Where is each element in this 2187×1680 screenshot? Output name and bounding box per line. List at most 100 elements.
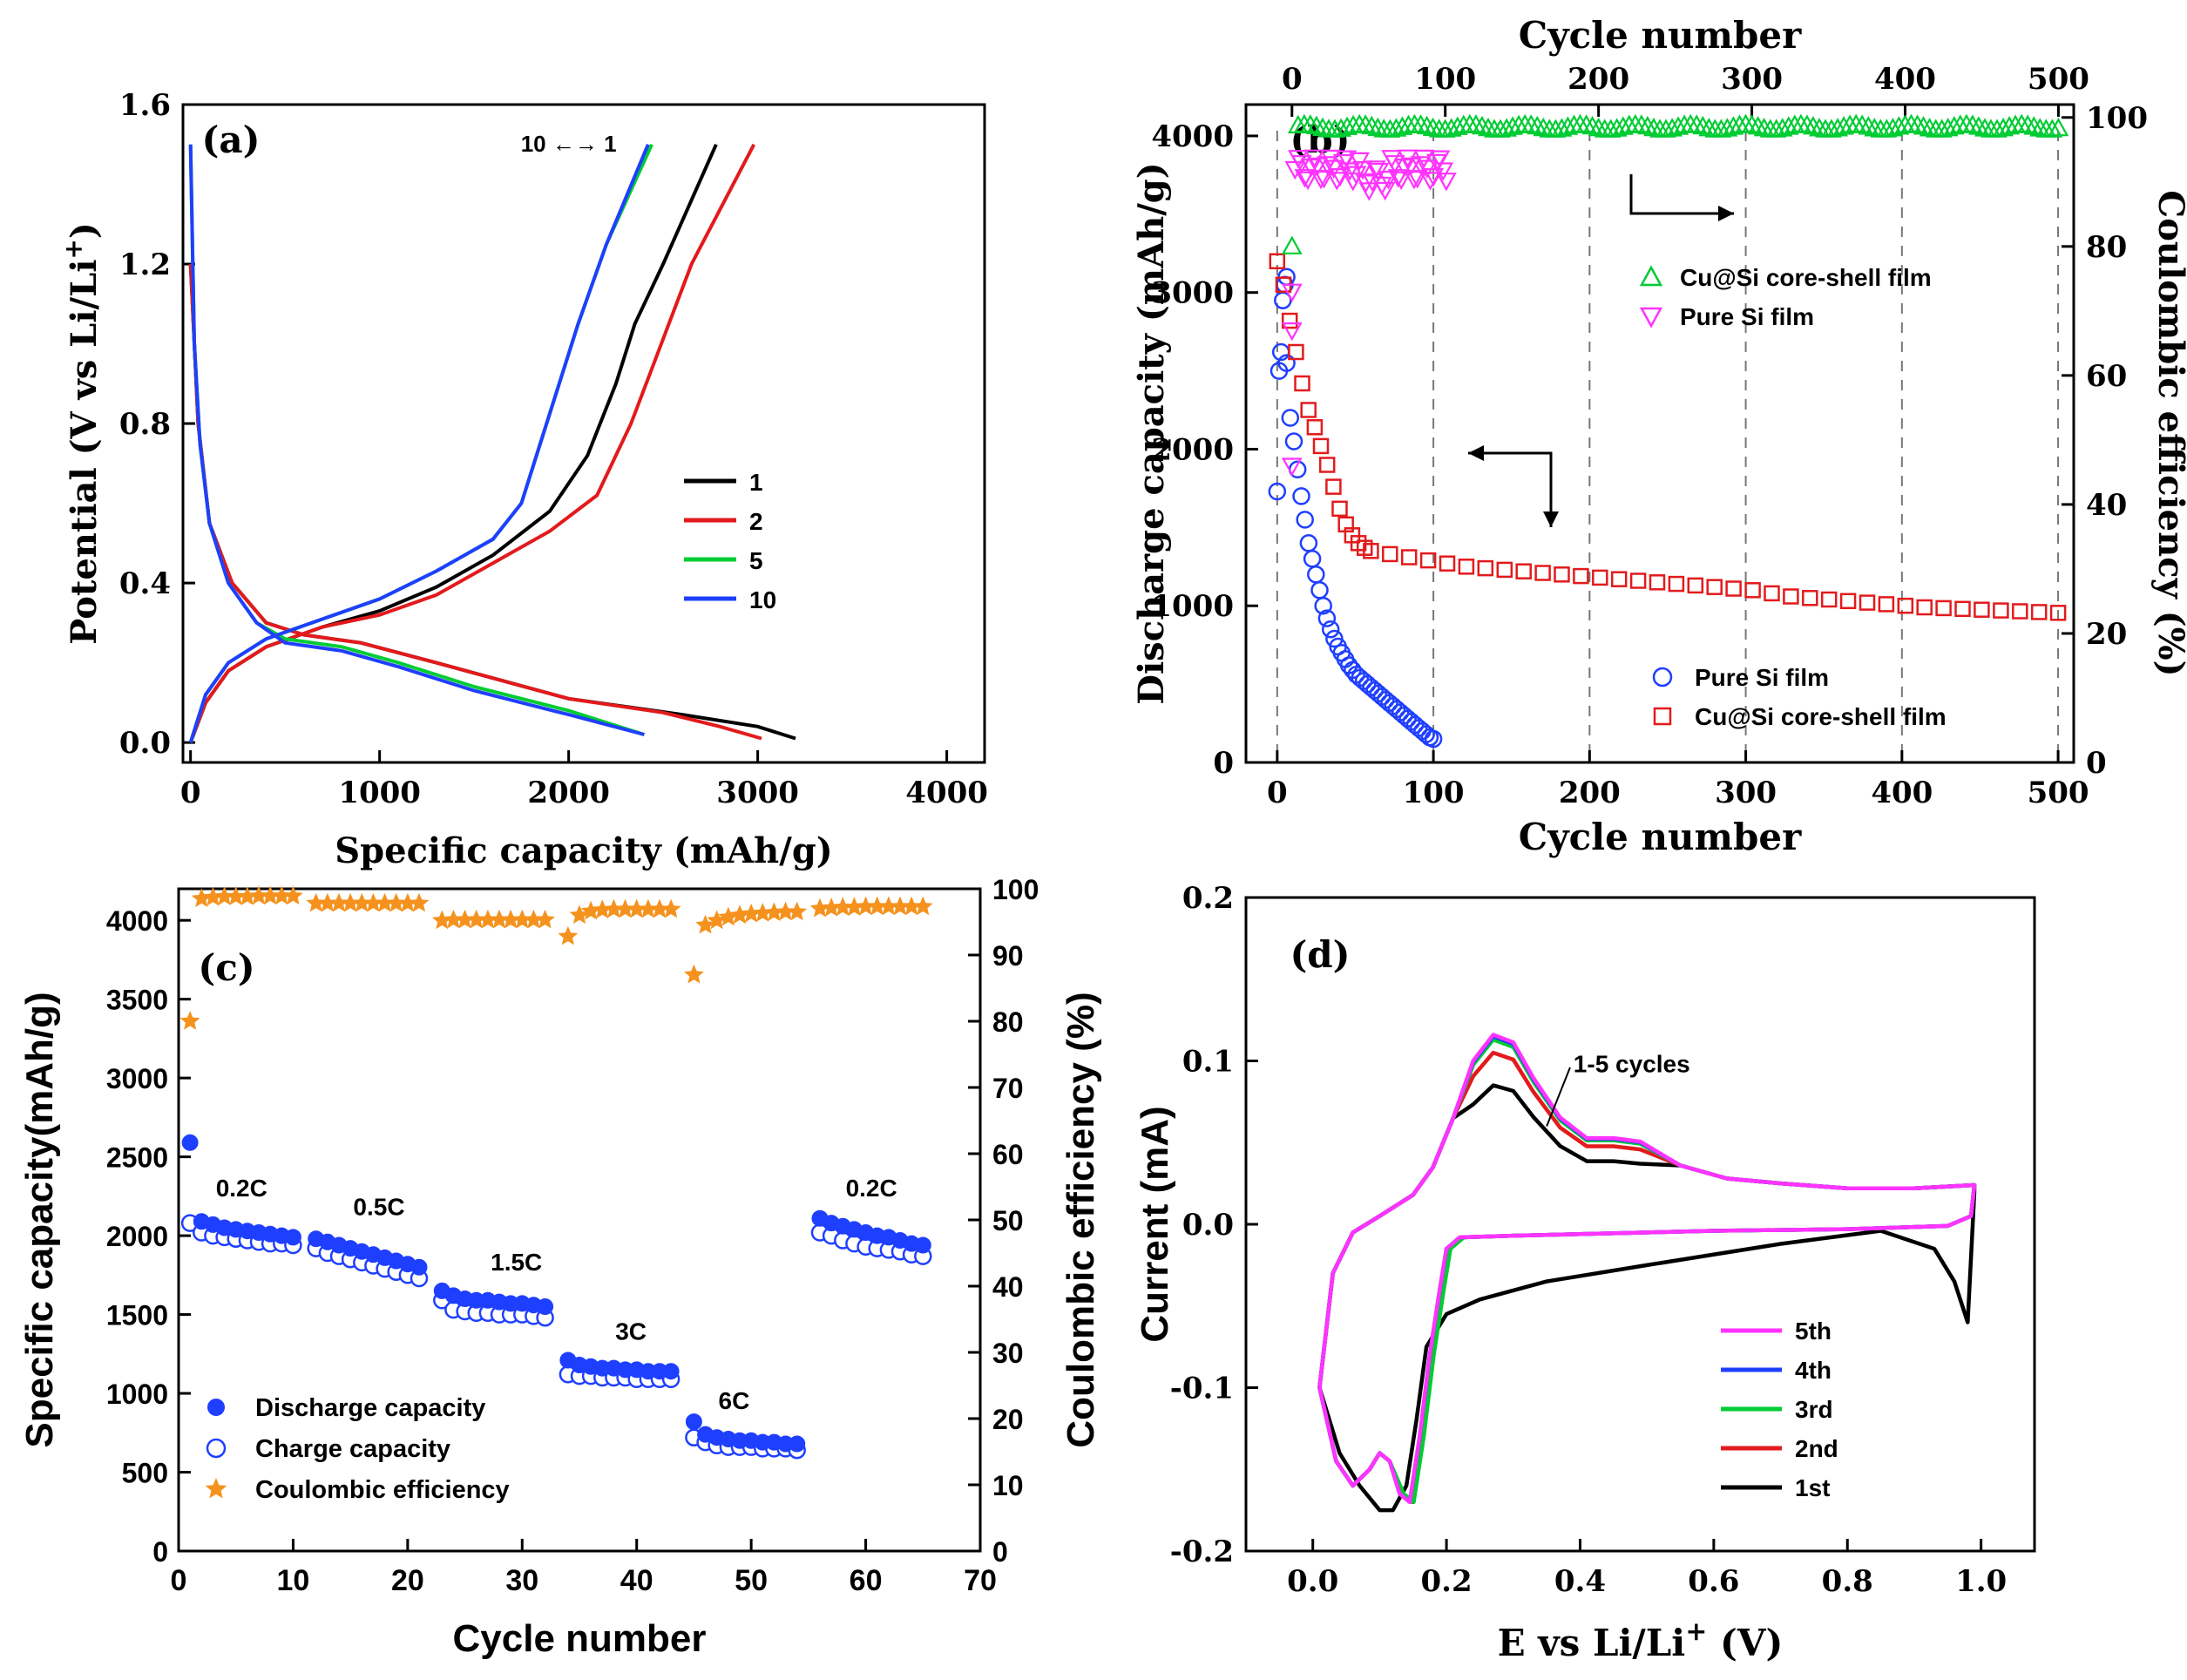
panel-b-cu-point [1764, 585, 1780, 602]
panel-c-ce-point [649, 898, 670, 918]
panel-b-cu-ce-point [1797, 114, 1818, 133]
panel-b-cu-point [1400, 549, 1418, 566]
panel-d-ytick-label: -0.1 [1170, 1372, 1234, 1406]
panel-c-ytick-label: 2500 [106, 1142, 168, 1174]
panel-b-cu-point [1306, 419, 1324, 436]
panel-d-curve-2nd [1317, 1050, 1977, 1505]
panel-b-cu-point [2049, 605, 2067, 621]
panel-c-y2tick-label: 90 [992, 940, 1024, 972]
panel-b-y2tick-label: 20 [2086, 617, 2127, 652]
panel-b-cu-ce-point [2029, 118, 2051, 137]
panel-d-ytick-label: 0.2 [1182, 881, 1234, 916]
panel-c-ytick-label: 0 [152, 1536, 168, 1568]
panel-a-discharge-2 [188, 263, 762, 741]
panel-c-ce-point [351, 892, 372, 912]
panel-b-cu-point [1649, 574, 1666, 591]
panel-a-discharge-10 [188, 144, 645, 736]
panel-b-topxtick-label: 400 [1874, 62, 1936, 97]
panel-c-xtick-label: 50 [735, 1564, 768, 1597]
panel-b-y2label: Coulombic efficiency (%) [2150, 190, 2187, 676]
panel-c-label: (c) [198, 946, 254, 989]
panel-b-cu-ce-point [1631, 114, 1652, 133]
panel-b-legend-marker [1639, 307, 1663, 329]
panel-b-pure-ce-point [1391, 171, 1412, 191]
panel-c-ce-point [775, 901, 796, 921]
panel-b-cu-ce-point [1858, 116, 1879, 135]
panel-b-cu-ce-point [1330, 118, 1351, 137]
panel-c-ce-point [867, 896, 888, 916]
panel-d-ytick-label: -0.2 [1170, 1534, 1234, 1569]
panel-d-label: (d) [1290, 933, 1350, 976]
panel-b-pure-ce-point [1387, 169, 1409, 188]
panel-c-ce-point [237, 886, 258, 905]
panel-b-arrow-left [1468, 451, 1553, 527]
panel-b-cu-point [1629, 572, 1647, 589]
panel-b-cu-point [1783, 588, 1799, 605]
panel-b-cu-ce-point [1876, 119, 1898, 138]
panel-b-cu-point [1419, 552, 1437, 569]
panel-b-cu-ce-point [1655, 119, 1676, 138]
panel-c-legend-marker [207, 1399, 225, 1416]
panel-d-legend-label: 5th [1795, 1318, 1832, 1345]
panel-b-topxtick-label: 100 [1414, 62, 1476, 97]
panel-b-y2tick-label: 0 [2086, 746, 2107, 781]
panel-b-cu-ce-point [1575, 114, 1597, 133]
panel-d-ytick-label: 0.0 [1182, 1208, 1234, 1243]
panel-b-cu-ce-point [1300, 114, 1321, 133]
panel-b-arrowhead-left [1468, 445, 1484, 461]
panel-c-ce-point [317, 892, 338, 912]
panel-b-cu-point [1477, 559, 1494, 577]
panel-b-pure-ce-point [1406, 170, 1428, 189]
panel-c-rate-label: 3C [615, 1318, 647, 1345]
panel-b-pure-ce-point [1374, 181, 1396, 201]
panel-c-ytick-label: 4000 [106, 905, 168, 937]
panel-b-pure-ce-point [1436, 173, 1457, 192]
panel-d-legend-label: 2nd [1795, 1435, 1838, 1462]
panel-c-ce-point [386, 892, 407, 912]
panel-b-cu-point [1439, 555, 1456, 572]
panel-a-charge-2 [188, 143, 756, 743]
panel-b-cu-point [1744, 582, 1761, 599]
panel-d-curve-4th [1317, 1034, 1977, 1505]
panel-c-ce-point [248, 885, 269, 905]
panel-b-pure-ce-point [1320, 149, 1341, 169]
panel-d-ytick-label: 0.1 [1182, 1045, 1234, 1080]
panel-c-ce-point [558, 925, 579, 945]
panel-c-ytick-label: 2000 [106, 1221, 168, 1252]
panel-d-xlabel: E vs Li/Li+ (V) [1498, 1616, 1784, 1664]
panel-b-ytick-label: 2000 [1151, 432, 1234, 467]
panel-b-legend-marker [1652, 667, 1673, 688]
panel-b-cu-point [1897, 597, 1914, 614]
panel-b-cu-ce-point [1440, 118, 1462, 137]
panel-b-cu-ce-point [1337, 116, 1358, 135]
panel-b-cu-point [1554, 566, 1570, 583]
panel-b-pure-point [1292, 487, 1310, 505]
panel-a-ytick-label: 0.4 [119, 566, 171, 601]
panel-c-ce-point [580, 900, 601, 920]
panel-a-ylabel: Potential (V vs Li/Li+) [59, 222, 105, 645]
panel-b-pure-point [1310, 581, 1329, 600]
panel-b-cu-point [1706, 579, 1723, 595]
panel-b-pure-ce-point [1378, 171, 1399, 190]
panel-b-pure-point [1299, 534, 1318, 552]
panel-b-xtick-label: 400 [1871, 776, 1933, 810]
panel-b-cu-point [1974, 601, 1990, 618]
panel-c-xtick-label: 40 [620, 1564, 653, 1597]
panel-b-pure-ce-point [1352, 161, 1373, 180]
panel-b-cu-point [1954, 600, 1971, 618]
panel-b-pure-point [1277, 354, 1296, 372]
panel-b-cu-ce-point [1803, 116, 1824, 135]
panel-a-xtick-label: 3000 [716, 776, 799, 810]
panel-c-ytick-label: 500 [122, 1458, 168, 1489]
panel-c-ce-point [741, 903, 762, 923]
panel-b-cu-ce-point [1987, 119, 2008, 138]
panel-d-xtick-label: 1.0 [1955, 1564, 2007, 1599]
panel-b-cu-ce-point [1410, 114, 1432, 133]
panel-b-cu-ce-point [1888, 116, 1910, 135]
panel-c-ce-point [511, 909, 532, 929]
panel-c-legend-marker [205, 1478, 227, 1499]
panel-b-xtick-label: 500 [2028, 776, 2089, 810]
panel-c-y2tick-label: 20 [992, 1404, 1024, 1435]
panel-b-xlabel: Cycle number [1519, 816, 1802, 858]
panel-b-xtick-label: 200 [1559, 776, 1621, 810]
